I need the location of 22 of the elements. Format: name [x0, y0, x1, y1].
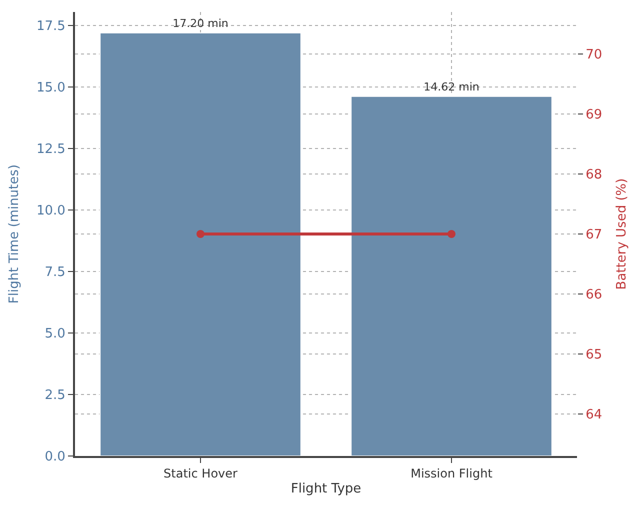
y2-tick-label: 66	[586, 288, 602, 303]
y2-tick-label: 68	[586, 168, 602, 183]
y-tick-label: 0.0	[44, 450, 66, 465]
y2-tick-label: 69	[586, 108, 602, 123]
x-tick-label: Static Hover	[164, 466, 238, 480]
y2-tick-label: 65	[586, 348, 602, 363]
y-tick-label: 15.0	[36, 80, 66, 96]
data-label: 17.20 min	[172, 16, 228, 30]
y-tick-label: 12.5	[36, 142, 66, 158]
x-axis-title: Flight Type	[290, 482, 362, 496]
x-tick-label: Mission Flight	[410, 466, 493, 480]
y-tick-label: 5.0	[44, 326, 66, 342]
y2-axis-title: Battery Used (%)	[614, 178, 630, 290]
data-label: 14.62 min	[424, 80, 480, 94]
y-tick-label: 10.0	[36, 204, 66, 219]
y2-tick-label: 70	[586, 48, 602, 63]
y-tick-label: 2.5	[44, 388, 66, 404]
y2-tick-label: 67	[586, 228, 602, 243]
y-axis-title: Flight Time (minutes)	[6, 164, 22, 304]
y2-tick-label: 64	[586, 408, 602, 423]
y-tick-label: 17.5	[36, 19, 66, 34]
y-tick-label: 7.5	[44, 265, 66, 280]
